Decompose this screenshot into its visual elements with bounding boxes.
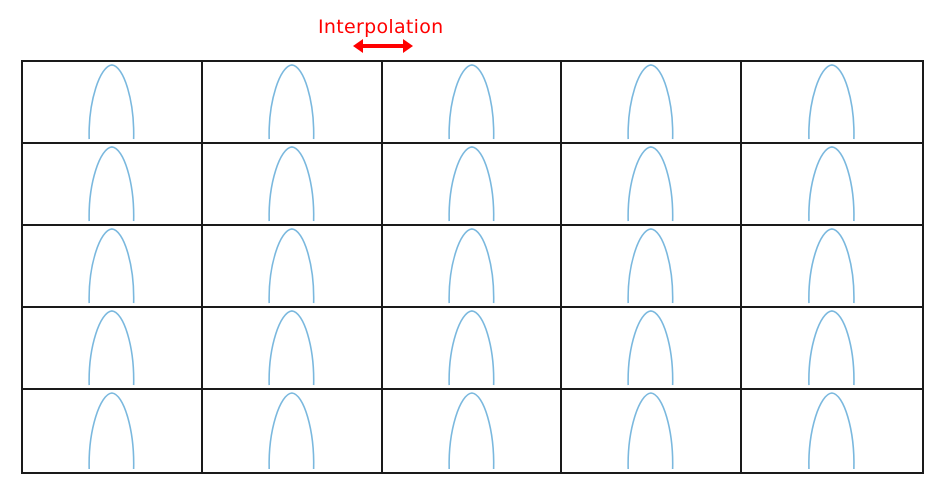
grid-cell xyxy=(382,62,563,144)
arch-curve-path xyxy=(268,392,315,470)
arch-curve-path xyxy=(447,392,495,470)
arch-curve-path xyxy=(627,310,674,386)
grid-cell xyxy=(562,308,743,390)
arch-curve xyxy=(808,310,855,386)
grid-cell xyxy=(562,144,743,226)
interpolation-label: Interpolation xyxy=(318,16,444,38)
arch-curve xyxy=(268,146,315,222)
arch-curve-path xyxy=(268,146,315,222)
grid-cell xyxy=(382,144,563,226)
arch-curve-path xyxy=(808,228,855,304)
grid-cell xyxy=(742,390,922,472)
arch-curve-path xyxy=(447,310,495,386)
grid-cell xyxy=(23,308,203,390)
grid-cell xyxy=(23,390,203,472)
grid-cell xyxy=(202,62,383,144)
arch-curve-path xyxy=(447,228,495,304)
arch-curve-path xyxy=(808,310,855,386)
grid-cell xyxy=(562,62,743,144)
arch-curve xyxy=(268,228,315,304)
arch-curve-path xyxy=(268,310,315,386)
arch-curve xyxy=(268,392,315,470)
arch-curve-path xyxy=(808,64,855,140)
grid-cell xyxy=(23,62,203,144)
arch-curve xyxy=(808,392,855,470)
arch-curve-path xyxy=(627,64,674,140)
arch-curve xyxy=(447,228,495,304)
arch-curve xyxy=(268,310,315,386)
grid-cell xyxy=(202,144,383,226)
arch-curve-path xyxy=(268,64,315,140)
grid-cell xyxy=(742,226,922,308)
arch-curve-path xyxy=(627,146,674,222)
double-headed-arrow-icon xyxy=(353,39,413,53)
arch-curve-path xyxy=(88,310,135,386)
arch-curve xyxy=(627,392,674,470)
grid-cell xyxy=(383,390,563,472)
arch-curve xyxy=(808,146,855,222)
arch-curve xyxy=(447,146,495,222)
grid-cell xyxy=(382,226,563,308)
arch-curve xyxy=(627,228,674,304)
arch-curve-path xyxy=(627,392,674,470)
arch-curve xyxy=(627,146,674,222)
grid-cell xyxy=(562,390,743,472)
arrow-head-right xyxy=(403,39,413,53)
grid-cell xyxy=(382,308,563,390)
grid-cell xyxy=(742,308,922,390)
arch-curve xyxy=(447,392,495,470)
arch-curve xyxy=(88,228,135,304)
grid-of-cells xyxy=(21,60,924,474)
arrow-head-left xyxy=(353,39,363,53)
arch-curve-path xyxy=(88,64,135,140)
grid-cell xyxy=(562,226,743,308)
arch-curve xyxy=(447,310,495,386)
arch-curve-path xyxy=(808,146,855,222)
arch-curve-path xyxy=(808,392,855,470)
arch-curve-path xyxy=(447,64,495,140)
grid-cell xyxy=(742,62,922,144)
arch-curve xyxy=(447,64,495,140)
arch-curve xyxy=(88,392,135,470)
grid-cell xyxy=(742,144,922,226)
arch-curve-path xyxy=(88,228,135,304)
arch-curve xyxy=(627,310,674,386)
arch-curve xyxy=(88,64,135,140)
arch-curve xyxy=(808,64,855,140)
arch-curve xyxy=(808,228,855,304)
grid-cell xyxy=(202,308,383,390)
arch-curve-path xyxy=(447,146,495,222)
arch-curve-path xyxy=(627,228,674,304)
arch-curve-path xyxy=(88,146,135,222)
grid-cell xyxy=(23,226,203,308)
grid-cell xyxy=(202,226,383,308)
grid-cell xyxy=(203,390,383,472)
arch-curve-path xyxy=(88,392,135,470)
arch-curve xyxy=(268,64,315,140)
arch-curve xyxy=(627,64,674,140)
grid-cell xyxy=(23,144,203,226)
arch-curve xyxy=(88,146,135,222)
arch-curve-path xyxy=(268,228,315,304)
arch-curve xyxy=(88,310,135,386)
